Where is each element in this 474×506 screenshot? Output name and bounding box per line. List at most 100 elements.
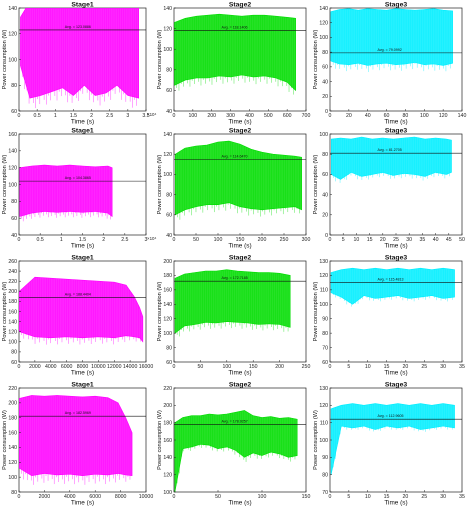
y-tick-label: 100: [163, 331, 172, 337]
y-tick-label: 110: [320, 288, 328, 294]
average-label: Avg. = 182.5969: [65, 411, 91, 415]
x-tick-label: 0: [173, 237, 176, 243]
x-tick-label: 0.5: [34, 113, 41, 119]
y-tick-label: 140: [163, 302, 172, 308]
chart-title: Stage1: [71, 382, 94, 389]
x-tick-label: 60: [384, 113, 390, 119]
y-tick-label: 220: [8, 386, 17, 392]
y-tick-label: 80: [11, 350, 17, 356]
x-tick-label: 2.5: [121, 237, 128, 243]
x-tick-label: 20: [346, 113, 352, 119]
x-tick-label: 3: [145, 237, 148, 243]
chart-title: Stage2: [229, 382, 252, 389]
x-tick-label: 10: [365, 494, 371, 500]
y-tick-label: 80: [11, 83, 17, 89]
y-tick-label: 80: [322, 50, 328, 56]
y-tick-label: 160: [163, 288, 172, 294]
average-label: Avg. = 114.6470: [222, 154, 248, 158]
x-tick-label: 150: [249, 364, 258, 370]
x-tick-label: 0.5: [37, 237, 44, 243]
y-tick-label: 100: [8, 182, 17, 188]
x-axis-label: Time (s): [71, 370, 94, 377]
x-tick-label: 0: [173, 364, 176, 370]
x-tick-label: 100: [214, 237, 223, 243]
x-exponent-label: ×10⁴: [147, 236, 156, 241]
x-tick-label: 6000: [61, 364, 73, 370]
y-tick-label: 140: [319, 6, 328, 12]
x-tick-label: 200: [275, 364, 284, 370]
x-axis-label: Time (s): [71, 243, 94, 250]
x-tick-label: 0: [18, 113, 21, 119]
y-tick-label: 80: [322, 331, 328, 337]
plot-content: [19, 164, 146, 222]
x-tick-label: 120: [439, 113, 448, 119]
x-axis-label: Time (s): [384, 243, 407, 250]
x-tick-label: 20: [403, 494, 409, 500]
y-tick-label: 260: [8, 259, 17, 265]
x-tick-label: 200: [258, 237, 267, 243]
x-tick-label: 2000: [29, 364, 41, 370]
y-tick-label: 180: [8, 416, 17, 422]
y-tick-label: 40: [11, 233, 17, 239]
y-axis-label: Power consumption (W): [313, 30, 319, 90]
x-tick-label: 100: [258, 494, 267, 500]
y-axis-label: Power consumption (W): [2, 155, 8, 215]
average-label: Avg. = 104.3865: [65, 176, 91, 180]
x-tick-label: 30: [440, 494, 446, 500]
average-label: Avg. = 115.4813: [378, 278, 404, 282]
y-tick-label: 60: [166, 88, 172, 94]
x-tick-label: 0: [18, 364, 21, 370]
x-tick-label: 3: [126, 113, 129, 119]
y-tick-label: 160: [8, 132, 17, 138]
plot-content: [174, 13, 306, 95]
y-tick-label: 60: [11, 216, 17, 222]
y-tick-label: 40: [166, 233, 172, 239]
y-tick-label: 100: [163, 47, 172, 53]
x-tick-label: 25: [421, 364, 427, 370]
y-axis-label: Power consumption (W): [157, 410, 163, 470]
x-tick-label: 50: [215, 494, 221, 500]
plot-content: [19, 395, 146, 485]
y-tick-label: 140: [163, 455, 172, 461]
x-tick-label: 140: [458, 113, 467, 119]
plot-content: [330, 403, 462, 475]
average-label: Avg. = 178.9257: [222, 419, 248, 423]
y-tick-label: 100: [8, 475, 17, 481]
y-tick-label: 80: [166, 68, 172, 74]
x-tick-label: 400: [245, 113, 254, 119]
y-tick-label: 130: [319, 386, 328, 392]
x-tick-label: 2.5: [106, 113, 113, 119]
y-tick-label: 60: [11, 360, 17, 366]
chart-panel: Avg. = 118.1406 0 100 200 300 400 500 600 700 40 6…: [157, 2, 310, 126]
y-tick-label: 60: [166, 213, 172, 219]
x-tick-label: 8000: [115, 494, 127, 500]
series-band: [331, 136, 452, 180]
y-tick-label: 120: [319, 21, 328, 27]
average-label: Avg. = 79.0992: [378, 48, 402, 52]
x-tick-label: 10: [365, 364, 371, 370]
chart-title: Stage3: [385, 2, 408, 9]
x-tick-label: 50: [459, 237, 465, 243]
x-tick-label: 10000: [139, 494, 154, 500]
y-tick-label: 120: [319, 273, 328, 279]
x-tick-label: 250: [280, 237, 289, 243]
y-tick-label: 100: [163, 172, 172, 178]
series-band: [174, 269, 291, 334]
series-band: [19, 395, 133, 477]
x-tick-label: 10: [354, 237, 360, 243]
x-tick-label: 500: [264, 113, 273, 119]
x-tick-label: 5: [347, 494, 350, 500]
x-tick-label: 25: [421, 494, 427, 500]
y-tick-label: 160: [163, 438, 172, 444]
y-axis-label: Power consumption (W): [157, 30, 163, 90]
plot-content: [19, 8, 146, 109]
y-tick-label: 120: [8, 165, 17, 171]
chart-title: Stage2: [229, 2, 252, 9]
x-tick-label: 3.5: [142, 113, 149, 119]
chart-panel: Avg. = 114.6470 0 50 100 150 200 250 300 40 60 80 1…: [157, 128, 310, 250]
x-tick-label: 12000: [107, 364, 122, 370]
y-tick-label: 110: [320, 420, 328, 426]
chart-panel: Avg. = 79.0992 0 20 40 60 80 100 120 140 0 20 40 60 8…: [313, 2, 466, 126]
x-axis-label: Time (s): [384, 500, 407, 506]
chart-panel: Avg. = 104.3865 0 0.5 1 1.5 2 2.5 3 40 60 80 100 120…: [2, 128, 156, 250]
